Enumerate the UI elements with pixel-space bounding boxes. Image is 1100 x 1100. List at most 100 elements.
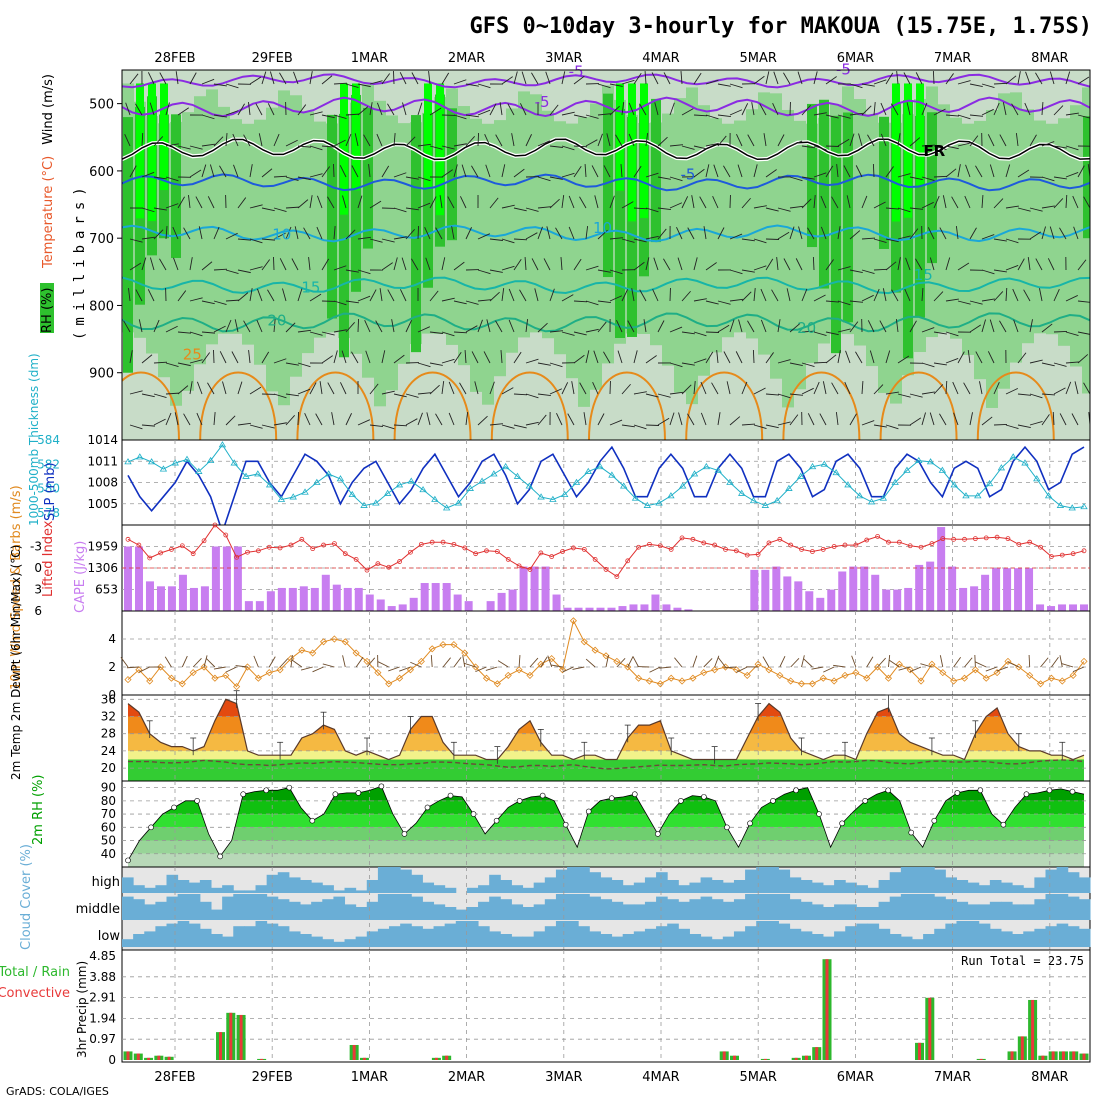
- wind-barb-10m: [851, 655, 857, 668]
- wind-barb: [308, 257, 311, 271]
- wind-barb: [897, 133, 901, 147]
- wind-barb: [897, 393, 911, 398]
- wind-speed-marker: [493, 680, 501, 688]
- thickness-marker: [938, 466, 947, 473]
- wind-barb: [837, 114, 851, 119]
- cape-bar: [959, 587, 968, 611]
- wind-barb: [729, 83, 743, 89]
- rh-band-moist: [615, 108, 625, 338]
- isotherm-label: 25: [183, 345, 202, 363]
- wind-barb-10m: [572, 666, 585, 670]
- wind-barb: [933, 195, 940, 209]
- wind-barb: [201, 114, 215, 120]
- wind-barb: [843, 165, 851, 178]
- precip-conv-bar: [1010, 1051, 1014, 1060]
- cloud-cover-bar: [1000, 882, 1013, 893]
- cape-bar: [387, 606, 396, 611]
- cloud-cover-bar: [956, 921, 969, 947]
- wind-barb-10m: [1059, 655, 1063, 668]
- wind-barb: [429, 331, 443, 334]
- wind-barb: [568, 226, 575, 240]
- wind-barb: [379, 288, 383, 302]
- bottom-date-label: 4MAR: [642, 1070, 679, 1085]
- wind-barb: [909, 417, 922, 426]
- wind-barb: [567, 413, 575, 426]
- wind-barb: [365, 350, 371, 364]
- thickness-marker: [702, 462, 711, 470]
- wind-barb: [957, 80, 971, 85]
- wind-barb: [405, 418, 418, 426]
- cloud-cover-bar: [578, 926, 590, 947]
- cloud-cover-bar: [244, 890, 257, 893]
- rh-band: [242, 123, 254, 345]
- lifted-index-marker: [147, 555, 153, 561]
- wind-barb: [500, 350, 503, 364]
- wind-barb: [741, 238, 755, 242]
- wind-barb: [499, 102, 503, 116]
- cloud-cover-bar: [199, 901, 212, 920]
- wind-barb: [207, 196, 215, 209]
- isotherm-label: 10: [593, 219, 612, 237]
- top-date-label: 5MAR: [739, 51, 776, 66]
- cloud-cover-bar: [989, 901, 1002, 920]
- lifted-index-marker: [788, 542, 794, 548]
- cape-bar: [343, 587, 352, 611]
- cape-bar: [1047, 606, 1056, 611]
- wind-barb: [765, 258, 774, 271]
- wind-barb: [657, 136, 668, 147]
- wind-barb: [729, 319, 735, 333]
- wind-barb: [508, 319, 515, 333]
- cape-bar: [948, 566, 957, 611]
- wind-barb: [537, 414, 547, 426]
- wind-speed-marker: [613, 657, 621, 665]
- wind-barb: [885, 391, 899, 395]
- wind-barb: [561, 331, 575, 336]
- wind-speed-marker: [700, 669, 708, 677]
- lifted-index-marker: [831, 544, 837, 549]
- wind-barb: [957, 142, 971, 147]
- wind-barb: [989, 319, 995, 333]
- wind-barb: [196, 412, 203, 426]
- cloud-cover-bar: [1067, 926, 1080, 947]
- cloud-cover-bar: [411, 896, 423, 920]
- wind-barb: [453, 351, 462, 364]
- cloud-cover-bar: [1045, 926, 1058, 947]
- wind-barb: [513, 71, 518, 85]
- wind-barb: [399, 72, 407, 85]
- lifted-index-marker: [777, 536, 783, 542]
- wind-barb: [765, 169, 777, 178]
- wind-barb: [417, 392, 431, 395]
- wind-barb: [369, 289, 377, 302]
- wind-barb: [333, 300, 347, 306]
- wind-barb: [981, 269, 995, 275]
- cloud-cover-bar: [1045, 869, 1058, 893]
- wind-barb: [726, 381, 731, 395]
- wind-barb: [201, 78, 215, 85]
- wind-barb: [969, 135, 979, 147]
- cape-bar: [233, 546, 242, 611]
- wind-barb: [213, 114, 227, 118]
- thickness-marker: [395, 481, 404, 488]
- wind-barb: [825, 114, 839, 119]
- wind-barb: [597, 83, 611, 89]
- wind-barb: [717, 324, 730, 333]
- cloud-cover-bar: [867, 887, 880, 893]
- wind-barb: [583, 412, 587, 426]
- cloud-cover-bar: [900, 894, 913, 920]
- wind-barb-10m: [138, 666, 150, 673]
- rh-band-moist: [627, 116, 637, 337]
- rh-band: [866, 114, 878, 367]
- wind-barb: [1041, 362, 1055, 367]
- thickness-marker: [584, 467, 593, 474]
- wind-barb: [633, 424, 647, 430]
- wind-barb: [753, 75, 765, 85]
- lifted-index-marker: [245, 549, 250, 555]
- wind-barb: [429, 107, 442, 116]
- wind-barb: [249, 204, 263, 209]
- cloud-cover-bar: [511, 936, 524, 947]
- wind-barb: [945, 73, 954, 85]
- lifted-index-marker: [549, 554, 555, 559]
- wind-barb: [568, 195, 575, 209]
- cloud-cover-bar: [377, 894, 390, 920]
